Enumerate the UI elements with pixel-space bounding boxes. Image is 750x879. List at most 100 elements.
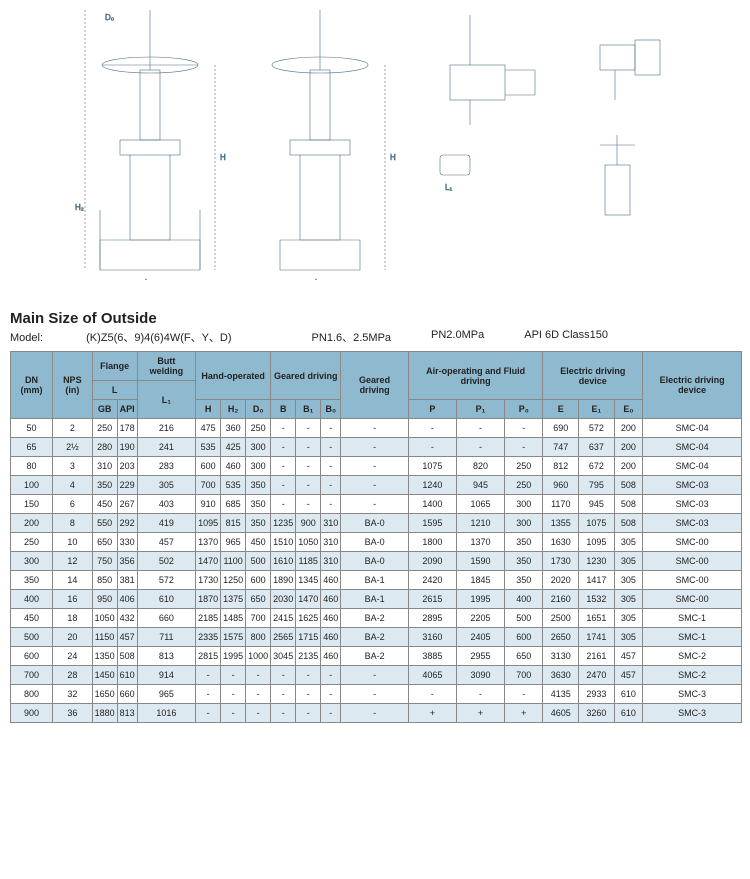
table-cell: 2½ — [53, 438, 93, 457]
table-cell: 350 — [11, 571, 53, 590]
col-L: L — [92, 381, 137, 400]
table-cell: 1625 — [296, 609, 321, 628]
table-cell: SMC-03 — [643, 476, 742, 495]
table-cell: 1095 — [579, 533, 615, 552]
table-cell: 310 — [321, 552, 341, 571]
section-title: Main Size of Outside — [0, 310, 750, 329]
table-cell: 2020 — [543, 571, 579, 590]
table-cell: 747 — [543, 438, 579, 457]
table-cell: BA-2 — [341, 647, 409, 666]
table-cell: 965 — [221, 533, 246, 552]
table-cell: 2500 — [543, 609, 579, 628]
table-cell: 2 — [53, 419, 93, 438]
table-cell: SMC-04 — [643, 438, 742, 457]
col-geared2: Geared driving — [341, 352, 409, 419]
col-e: E — [543, 400, 579, 419]
table-cell: 600 — [11, 647, 53, 666]
table-cell: 2205 — [456, 609, 504, 628]
col-p0: P₀ — [505, 400, 543, 419]
table-cell: 3160 — [408, 628, 456, 647]
table-cell: 350 — [505, 552, 543, 571]
table-cell: BA-2 — [341, 609, 409, 628]
table-cell: 600 — [505, 628, 543, 647]
table-cell: - — [296, 457, 321, 476]
table-cell: BA-0 — [341, 533, 409, 552]
table-cell: 178 — [117, 419, 137, 438]
table-cell: 1370 — [196, 533, 221, 552]
table-cell: 1075 — [579, 514, 615, 533]
table-cell: 650 — [246, 590, 271, 609]
table-cell: - — [505, 438, 543, 457]
table-cell: BA-2 — [341, 628, 409, 647]
col-b: B — [271, 400, 296, 419]
table-cell: 1450 — [92, 666, 117, 685]
table-cell: 310 — [92, 457, 117, 476]
table-cell: - — [296, 438, 321, 457]
col-e1: E₁ — [579, 400, 615, 419]
svg-text:D₀: D₀ — [105, 13, 114, 22]
table-cell: 1532 — [579, 590, 615, 609]
table-cell: 690 — [543, 419, 579, 438]
table-cell: 419 — [137, 514, 195, 533]
table-cell: 292 — [117, 514, 137, 533]
table-cell: 330 — [117, 533, 137, 552]
table-cell: 610 — [614, 685, 642, 704]
table-row: 9003618808131016-------+++46053260610SMC… — [11, 704, 742, 723]
table-cell: - — [456, 685, 504, 704]
table-cell: 305 — [137, 476, 195, 495]
table-cell: SMC-1 — [643, 628, 742, 647]
table-cell: - — [271, 476, 296, 495]
table-cell: 600 — [246, 571, 271, 590]
table-cell: - — [246, 704, 271, 723]
table-cell: 800 — [11, 685, 53, 704]
col-e0: E₀ — [614, 400, 642, 419]
table-cell: 1095 — [196, 514, 221, 533]
table-cell: 2185 — [196, 609, 221, 628]
table-cell: - — [408, 685, 456, 704]
table-cell: 914 — [137, 666, 195, 685]
table-cell: - — [408, 438, 456, 457]
table-cell: - — [321, 438, 341, 457]
table-cell: 1417 — [579, 571, 615, 590]
table-cell: - — [296, 419, 321, 438]
table-cell: SMC-2 — [643, 666, 742, 685]
table-cell: 1016 — [137, 704, 195, 723]
table-cell: 2650 — [543, 628, 579, 647]
table-cell: 813 — [117, 704, 137, 723]
table-cell: 4605 — [543, 704, 579, 723]
table-cell: 900 — [296, 514, 321, 533]
col-hand: Hand-operated — [196, 352, 271, 400]
table-cell: - — [296, 704, 321, 723]
table-cell: 1651 — [579, 609, 615, 628]
table-cell: - — [341, 666, 409, 685]
table-cell: + — [456, 704, 504, 723]
table-cell: 650 — [505, 647, 543, 666]
table-cell: 100 — [11, 476, 53, 495]
svg-text:L: L — [315, 278, 320, 280]
table-cell: - — [271, 704, 296, 723]
table-cell: 1730 — [196, 571, 221, 590]
table-cell: 18 — [53, 609, 93, 628]
table-cell: 1370 — [456, 533, 504, 552]
table-cell: 1355 — [543, 514, 579, 533]
table-cell: SMC-2 — [643, 647, 742, 666]
table-cell: 1185 — [296, 552, 321, 571]
table-cell: - — [196, 685, 221, 704]
table-cell: 2565 — [271, 628, 296, 647]
table-cell: - — [296, 476, 321, 495]
technical-drawings: D₀ H H₂ L H L L₁ — [0, 0, 750, 310]
table-cell: 400 — [11, 590, 53, 609]
table-cell: 1230 — [579, 552, 615, 571]
table-cell: - — [246, 685, 271, 704]
col-p: P — [408, 400, 456, 419]
col-nps: NPS (in) — [53, 352, 93, 419]
table-cell: 1845 — [456, 571, 504, 590]
col-api: API — [117, 400, 137, 419]
table-cell: 508 — [117, 647, 137, 666]
table-cell: 1650 — [92, 685, 117, 704]
table-cell: 360 — [221, 419, 246, 438]
table-cell: 2161 — [579, 647, 615, 666]
table-cell: 550 — [92, 514, 117, 533]
table-cell: 4 — [53, 476, 93, 495]
table-cell: 2615 — [408, 590, 456, 609]
